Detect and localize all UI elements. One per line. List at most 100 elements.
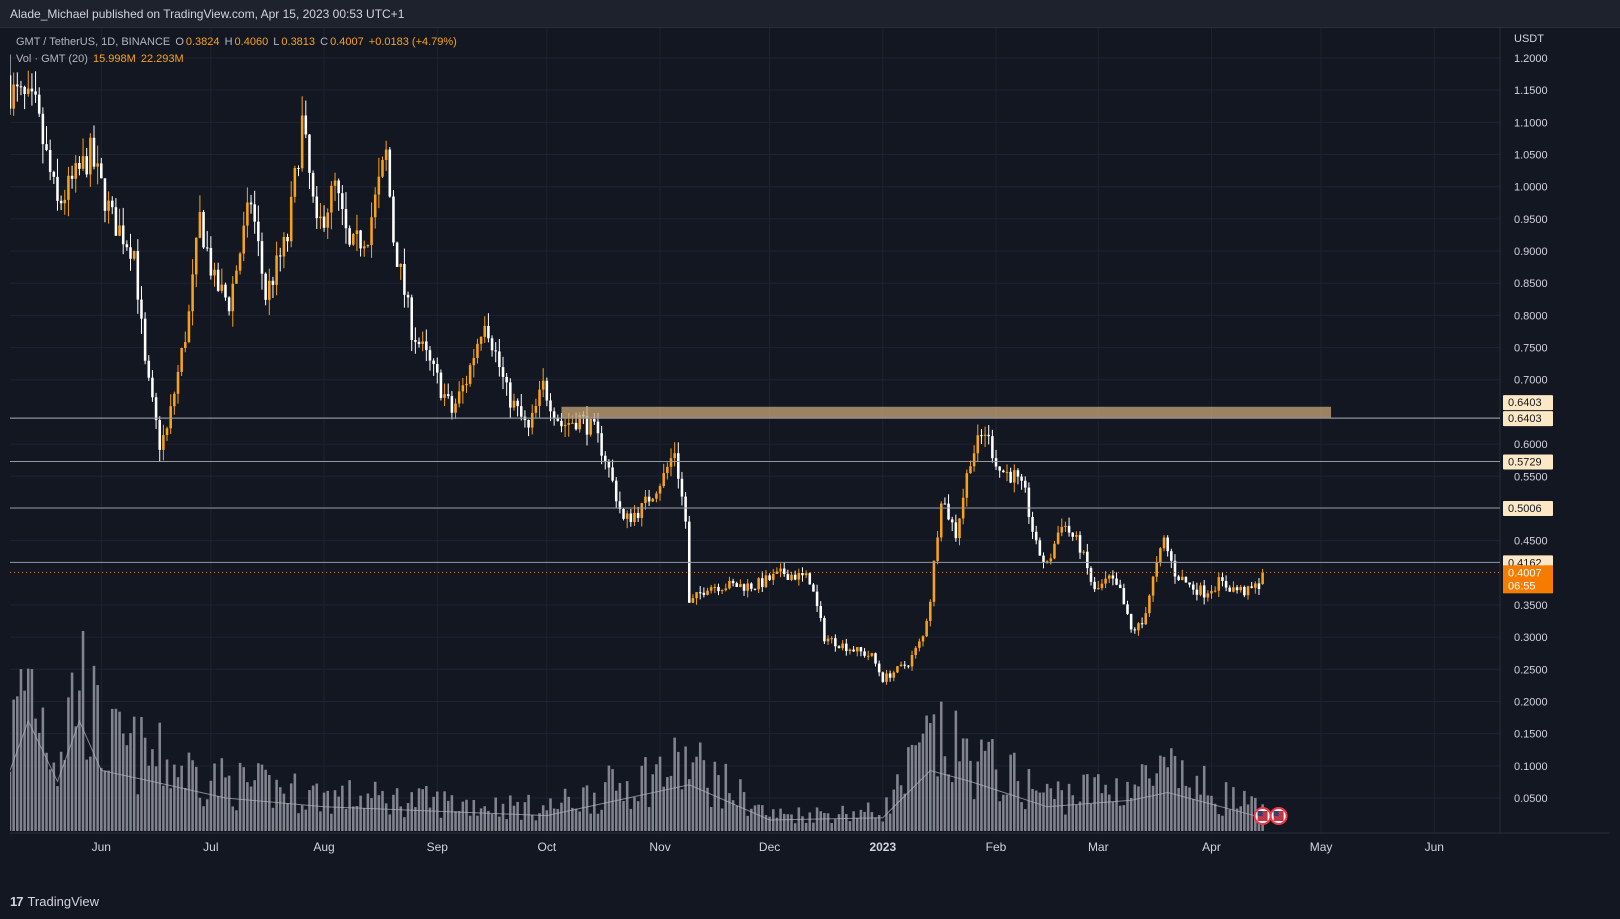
candle-body xyxy=(607,460,611,468)
volume-bar xyxy=(1082,774,1085,831)
volume-bar xyxy=(907,747,910,831)
level-price-tag-label: 0.6403 xyxy=(1508,413,1542,425)
candle-body xyxy=(1202,585,1206,598)
volume-bar xyxy=(465,799,468,831)
volume-bar xyxy=(673,737,676,831)
candle-body xyxy=(1016,470,1020,477)
candle-body xyxy=(914,647,917,656)
candle-body xyxy=(315,196,319,219)
price-tick-label: 0.7500 xyxy=(1514,343,1548,355)
candle-body xyxy=(662,473,665,487)
volume-bar xyxy=(1020,802,1023,831)
candle-body xyxy=(855,647,859,652)
volume-bar xyxy=(1104,784,1107,831)
candle-body xyxy=(1034,531,1038,541)
candle-body xyxy=(501,367,505,377)
candle-body xyxy=(300,115,304,169)
volume-bar xyxy=(1038,792,1042,831)
price-tick-label: 0.4500 xyxy=(1514,536,1548,548)
candle-body xyxy=(761,578,764,588)
candle-body xyxy=(114,207,118,236)
legend-high-label: H xyxy=(224,36,233,48)
candle-body xyxy=(826,638,830,642)
volume-bar xyxy=(1111,801,1115,831)
tradingview-logo[interactable]: 17 TradingView xyxy=(10,894,99,909)
volume-bar xyxy=(742,792,746,831)
volume-bar xyxy=(187,752,191,831)
candle-body xyxy=(1195,589,1199,595)
volume-bar xyxy=(903,793,907,831)
volume-bar xyxy=(410,792,413,831)
candle-body xyxy=(921,636,925,642)
candle-body xyxy=(1086,551,1089,569)
candle-body xyxy=(103,178,107,211)
volume-bar xyxy=(425,786,428,831)
candle-body xyxy=(603,455,607,461)
volume-bar xyxy=(552,808,556,831)
volume-bar xyxy=(30,669,34,831)
volume-bar xyxy=(527,794,530,831)
volume-bar xyxy=(607,765,611,831)
volume-bar xyxy=(1202,765,1206,831)
resistance-zone[interactable] xyxy=(561,406,1332,419)
volume-bar xyxy=(103,770,107,831)
candle-body xyxy=(593,418,596,422)
volume-bar xyxy=(614,790,618,831)
candle-body xyxy=(85,156,88,175)
candle-body xyxy=(1217,577,1221,591)
legend-volume-label: Vol · GMT (20) xyxy=(16,53,88,65)
level-price-tag-label: 0.5729 xyxy=(1508,457,1542,469)
volume-bar xyxy=(782,813,786,831)
candle-body xyxy=(625,513,629,519)
candle-body xyxy=(812,584,815,592)
volume-bar xyxy=(698,742,702,831)
volume-bar xyxy=(191,760,194,831)
volume-bar xyxy=(322,792,326,831)
candle-body xyxy=(541,380,545,390)
candle-body xyxy=(552,411,556,419)
volume-bar xyxy=(227,775,231,831)
price-tick-label: 0.2500 xyxy=(1514,664,1548,676)
volume-bar xyxy=(1013,752,1016,831)
candle-body xyxy=(1239,586,1242,591)
volume-bar xyxy=(1053,798,1056,831)
candle-body xyxy=(1045,561,1049,563)
legend-open-label: O xyxy=(175,36,184,48)
volume-bar xyxy=(1093,777,1096,831)
volume-bar xyxy=(1137,786,1140,831)
volume-bar xyxy=(476,815,479,831)
candle-body xyxy=(1210,590,1213,594)
candle-body xyxy=(1078,535,1082,553)
volume-bar xyxy=(56,786,59,831)
candle-body xyxy=(249,202,253,205)
volume-bar xyxy=(26,668,30,831)
volume-bar xyxy=(48,769,52,831)
volume-bar xyxy=(231,806,235,831)
candle-body xyxy=(896,666,899,673)
candle-body xyxy=(304,115,308,135)
volume-bar xyxy=(870,812,874,831)
candle-body xyxy=(191,274,194,312)
candle-body xyxy=(446,394,450,397)
candle-body xyxy=(165,428,169,436)
volume-bar xyxy=(739,779,742,831)
volume-bar xyxy=(717,775,720,831)
candle-body xyxy=(698,592,702,594)
volume-bar xyxy=(12,699,15,831)
volume-bar xyxy=(1009,754,1012,831)
volume-bar xyxy=(246,782,249,831)
price-chart[interactable]: USDT 1.2000 1.1500 1.1000 1.0500 1.0000 0.9500… xyxy=(10,28,1610,883)
volume-bar xyxy=(651,774,655,831)
chart-area[interactable]: USDT 1.2000 1.1500 1.1000 1.0500 1.0000 0.9500… xyxy=(10,28,1610,883)
volume-bar xyxy=(125,745,129,831)
candle-body xyxy=(505,376,508,383)
volume-bar xyxy=(764,815,768,831)
volume-bar xyxy=(1181,760,1184,831)
candle-body xyxy=(793,574,797,580)
volume-bar xyxy=(1206,795,1210,831)
volume-bar xyxy=(560,802,563,831)
volume-bar xyxy=(381,790,384,831)
candle-body xyxy=(1144,613,1148,625)
candle-body xyxy=(939,503,943,538)
candle-body xyxy=(790,574,793,580)
